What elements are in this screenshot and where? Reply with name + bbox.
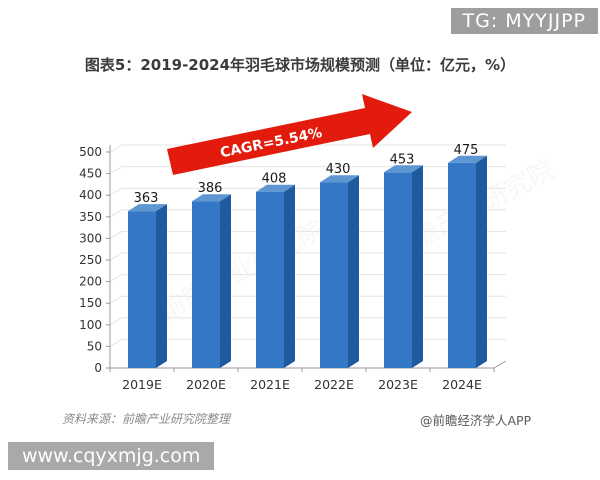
y-tick-label: 250	[79, 253, 102, 267]
value-label: 363	[134, 191, 159, 206]
bar-side-face	[220, 194, 231, 368]
bar-2021E	[256, 184, 295, 368]
y-tick-label: 50	[87, 339, 102, 353]
site-watermark: www.cqyxmjg.com	[8, 442, 215, 470]
bar-top-face	[192, 194, 231, 202]
telegram-badge: TG: MYYJJPP	[450, 8, 598, 34]
y-tick-label: 350	[79, 210, 102, 224]
y-tick-label: 0	[94, 361, 102, 375]
y-tick-label: 500	[79, 145, 102, 159]
bar-front-face	[384, 172, 412, 368]
bar-front-face	[256, 191, 284, 368]
x-tick-label: 2024E	[442, 377, 482, 392]
y-tick-label: 100	[79, 318, 102, 332]
value-label: 475	[454, 143, 479, 158]
y-tick-label: 450	[79, 167, 102, 181]
axes	[109, 145, 507, 369]
y-tick-label: 300	[79, 231, 102, 245]
x-tick-label: 2020E	[186, 377, 226, 392]
bar-top-face	[448, 155, 487, 163]
bar-side-face	[156, 204, 167, 368]
cagr-arrow: CAGR=5.54%	[167, 94, 412, 175]
bar-top-face	[256, 184, 295, 192]
bar-2023E	[384, 165, 423, 368]
bar-2022E	[320, 175, 359, 368]
bar-2020E	[192, 194, 231, 368]
bar-front-face	[448, 162, 476, 368]
y-tick-label: 150	[79, 296, 102, 310]
credit-note: @前瞻经济学人APP	[420, 413, 532, 428]
y-axis-labels: 0 50 100 150 200 250 300 350 400 450 500	[79, 145, 110, 375]
bar-side-face	[476, 155, 487, 368]
value-labels: 363 386 408 430 453 475	[134, 143, 479, 206]
bar-front-face	[192, 201, 220, 368]
value-label: 430	[326, 162, 351, 177]
x-tick-label: 2022E	[314, 377, 354, 392]
bar-front-face	[128, 211, 156, 368]
bar-side-face	[284, 184, 295, 368]
bar-side-face	[348, 175, 359, 368]
bar-side-face	[412, 165, 423, 368]
bar-2019E	[128, 204, 167, 368]
bar-2024E	[448, 155, 487, 368]
value-label: 386	[198, 181, 223, 196]
bars	[128, 155, 487, 368]
bar-top-face	[384, 165, 423, 173]
y-tick-label: 200	[79, 275, 102, 289]
y-tick-label: 400	[79, 188, 102, 202]
value-label: 453	[390, 152, 415, 167]
bar-top-face	[320, 175, 359, 183]
bar-front-face	[320, 182, 348, 368]
value-label: 408	[262, 172, 287, 187]
arrow-shape	[167, 94, 412, 175]
x-tick-label: 2019E	[122, 377, 162, 392]
x-tick-label: 2021E	[250, 377, 290, 392]
chart-title: 图表5：2019-2024年羽毛球市场规模预测（单位：亿元，%）	[84, 56, 516, 74]
x-tick-label: 2023E	[378, 377, 418, 392]
bar-top-face	[128, 204, 167, 212]
gridlines	[109, 144, 506, 347]
source-note: 资料来源：前瞻产业研究院整理	[62, 412, 231, 426]
x-axis-labels: 2019E 2020E 2021E 2022E 2023E 2024E	[109, 368, 495, 392]
